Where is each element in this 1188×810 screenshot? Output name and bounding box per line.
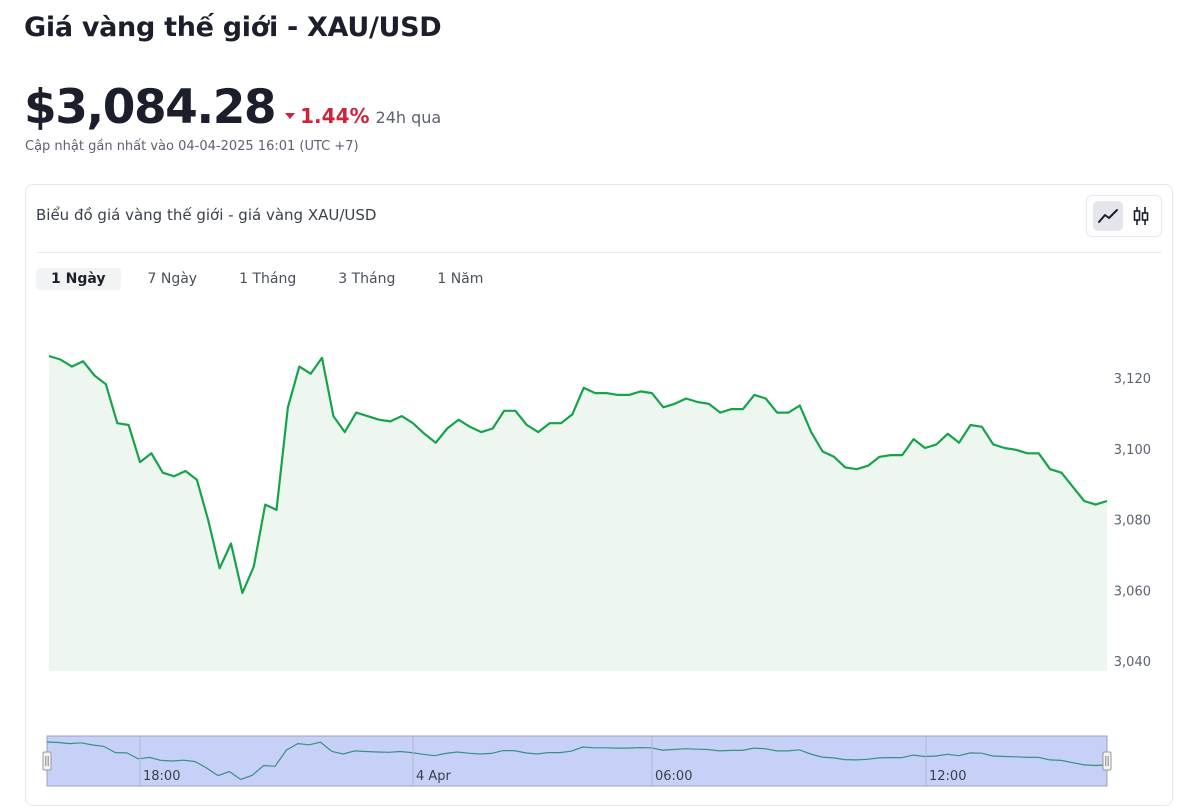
- y-tick-label: 3,080: [1114, 514, 1151, 529]
- candlestick-button[interactable]: [1126, 201, 1156, 231]
- line-chart-button[interactable]: [1092, 201, 1123, 231]
- price-change: 1.44% 24h qua: [285, 104, 441, 128]
- navigator-left-handle[interactable]: [42, 751, 52, 771]
- tab-1-month[interactable]: 1 Tháng: [239, 271, 297, 287]
- y-tick-label: 3,060: [1114, 584, 1151, 599]
- navigator-window: [46, 735, 1108, 787]
- navigator-right-handle[interactable]: [1102, 751, 1112, 771]
- y-tick-label: 3,040: [1114, 655, 1151, 670]
- navigator-x-label: 12:00: [929, 769, 966, 784]
- y-tick-label: 3,100: [1114, 443, 1151, 458]
- chart-card: Biểu đồ giá vàng thế giới - giá vàng XAU…: [25, 184, 1173, 806]
- price-line: [48, 354, 1108, 595]
- navigator-line: [46, 741, 1108, 781]
- navigator-x-label: 4 Apr: [416, 769, 452, 784]
- tab-1-year[interactable]: 1 Năm: [437, 271, 484, 287]
- price-area: [49, 356, 1107, 671]
- current-price: $3,084.28: [24, 80, 277, 135]
- candlestick-icon: [1133, 207, 1148, 225]
- tab-7-days[interactable]: 7 Ngày: [147, 271, 198, 287]
- last-updated: Cập nhật gần nhất vào 04-04-2025 16:01 (…: [25, 139, 359, 154]
- page-title: Giá vàng thế giới - XAU/USD: [24, 12, 442, 43]
- change-percent: 1.44%: [300, 104, 370, 128]
- chart-type-switch: [1086, 195, 1162, 237]
- range-tabs: 1 Ngày 7 Ngày 1 Tháng 3 Tháng 1 Năm: [36, 268, 510, 290]
- navigator-x-label: 06:00: [655, 769, 692, 784]
- y-tick-label: 3,120: [1114, 372, 1151, 387]
- chart-card-title: Biểu đồ giá vàng thế giới - giá vàng XAU…: [36, 206, 377, 224]
- line-chart-icon: [1097, 209, 1118, 223]
- navigator-x-label: 18:00: [143, 769, 180, 784]
- change-period: 24h qua: [375, 108, 442, 127]
- caret-down-icon: [285, 113, 296, 119]
- card-divider: [36, 252, 1162, 253]
- tab-3-months[interactable]: 3 Tháng: [338, 271, 396, 287]
- tab-1-day[interactable]: 1 Ngày: [36, 268, 121, 290]
- price-row: $3,084.28 1.44% 24h qua: [24, 80, 441, 135]
